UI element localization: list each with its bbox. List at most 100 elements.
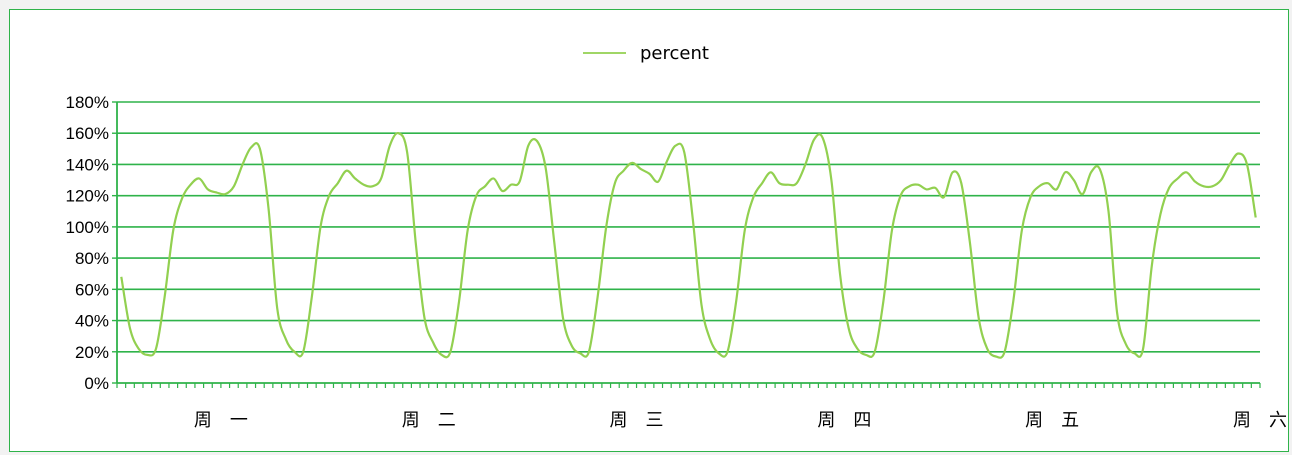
y-tick-label: 160% (66, 124, 109, 143)
data-point (441, 354, 443, 356)
data-point (700, 304, 702, 306)
data-point (1064, 171, 1066, 173)
data-point (337, 182, 339, 184)
data-point (1021, 229, 1023, 231)
data-point (233, 185, 235, 187)
data-point (804, 163, 806, 165)
category-label: 周 二 (402, 410, 456, 431)
data-point (796, 182, 798, 184)
data-point (276, 307, 278, 309)
data-point (1047, 182, 1049, 184)
data-point (865, 354, 867, 356)
data-point (943, 196, 945, 198)
data-point (657, 180, 659, 182)
data-point (1090, 171, 1092, 173)
y-tick-label: 20% (75, 343, 109, 362)
data-point (406, 151, 408, 153)
data-point (389, 145, 391, 147)
data-point (847, 327, 849, 329)
data-point (674, 145, 676, 147)
data-point (1125, 343, 1127, 345)
category-labels: 周 一周 二周 三周 四周 五周 六周 日 (194, 410, 1287, 431)
y-tick-label: 40% (75, 312, 109, 331)
data-point (285, 338, 287, 340)
data-point (934, 187, 936, 189)
data-point (856, 347, 858, 349)
data-point (778, 182, 780, 184)
axes (116, 102, 1260, 384)
data-point (510, 184, 512, 186)
series-line-percent (120, 132, 1257, 359)
data-point (726, 351, 728, 353)
data-point (432, 341, 434, 343)
data-point (1029, 196, 1031, 198)
data-point (553, 241, 555, 243)
data-point (1211, 185, 1213, 187)
y-tick-label: 140% (66, 155, 109, 174)
y-tick-labels: 0% 20% 40% 60% 80% 100% 120% 140% 160% 180% (66, 93, 109, 393)
x-tick-marks (116, 383, 1261, 388)
data-point (536, 140, 538, 142)
data-point (882, 301, 884, 303)
data-point (570, 344, 572, 346)
data-point (129, 327, 131, 329)
data-point (371, 185, 373, 187)
legend-label: percent (640, 43, 709, 64)
data-point (640, 168, 642, 170)
data-point (666, 160, 668, 162)
data-point (951, 171, 953, 173)
y-tick-label: 80% (75, 249, 109, 268)
data-point (1159, 213, 1161, 215)
data-point (1151, 265, 1153, 267)
data-point (293, 351, 295, 353)
data-point (562, 316, 564, 318)
data-point (492, 177, 494, 179)
data-point (1194, 180, 1196, 182)
data-point (120, 276, 122, 278)
data-point (466, 229, 468, 231)
data-point (544, 166, 546, 168)
data-point (917, 184, 919, 186)
data-point (1228, 163, 1230, 165)
data-point (735, 301, 737, 303)
data-point (1220, 179, 1222, 181)
data-point (1133, 352, 1135, 354)
data-point (622, 169, 624, 171)
data-point (761, 182, 763, 184)
y-tick-label: 60% (75, 280, 109, 299)
data-point (302, 351, 304, 353)
data-point (683, 151, 685, 153)
data-point (449, 351, 451, 353)
series-layer (120, 132, 1257, 359)
data-point (518, 180, 520, 182)
data-point (137, 347, 139, 349)
line-chart: 0% 20% 40% 60% 80% 100% 120% 140% 160% 180% 周 一 周 … (66, 43, 1287, 431)
data-point (709, 338, 711, 340)
data-point (181, 198, 183, 200)
data-point (977, 316, 979, 318)
data-point (960, 182, 962, 184)
data-point (718, 352, 720, 354)
gridlines (112, 101, 1260, 384)
data-point (1142, 347, 1144, 349)
category-label: 周 一 (194, 410, 248, 431)
data-point (1081, 193, 1083, 195)
data-point (873, 351, 875, 353)
data-point (1073, 179, 1075, 181)
category-label: 周 五 (1025, 410, 1079, 431)
data-point (215, 191, 217, 193)
category-label: 周 六 (1233, 410, 1287, 431)
data-point (899, 194, 901, 196)
category-label: 周 三 (610, 410, 664, 431)
data-point (1246, 163, 1248, 165)
data-point (224, 193, 226, 195)
data-point (995, 355, 997, 357)
data-point (648, 173, 650, 175)
data-point (484, 185, 486, 187)
data-point (908, 185, 910, 187)
data-point (605, 226, 607, 228)
data-point (1203, 185, 1205, 187)
data-point (146, 354, 148, 356)
data-point (241, 163, 243, 165)
data-point (172, 229, 174, 231)
